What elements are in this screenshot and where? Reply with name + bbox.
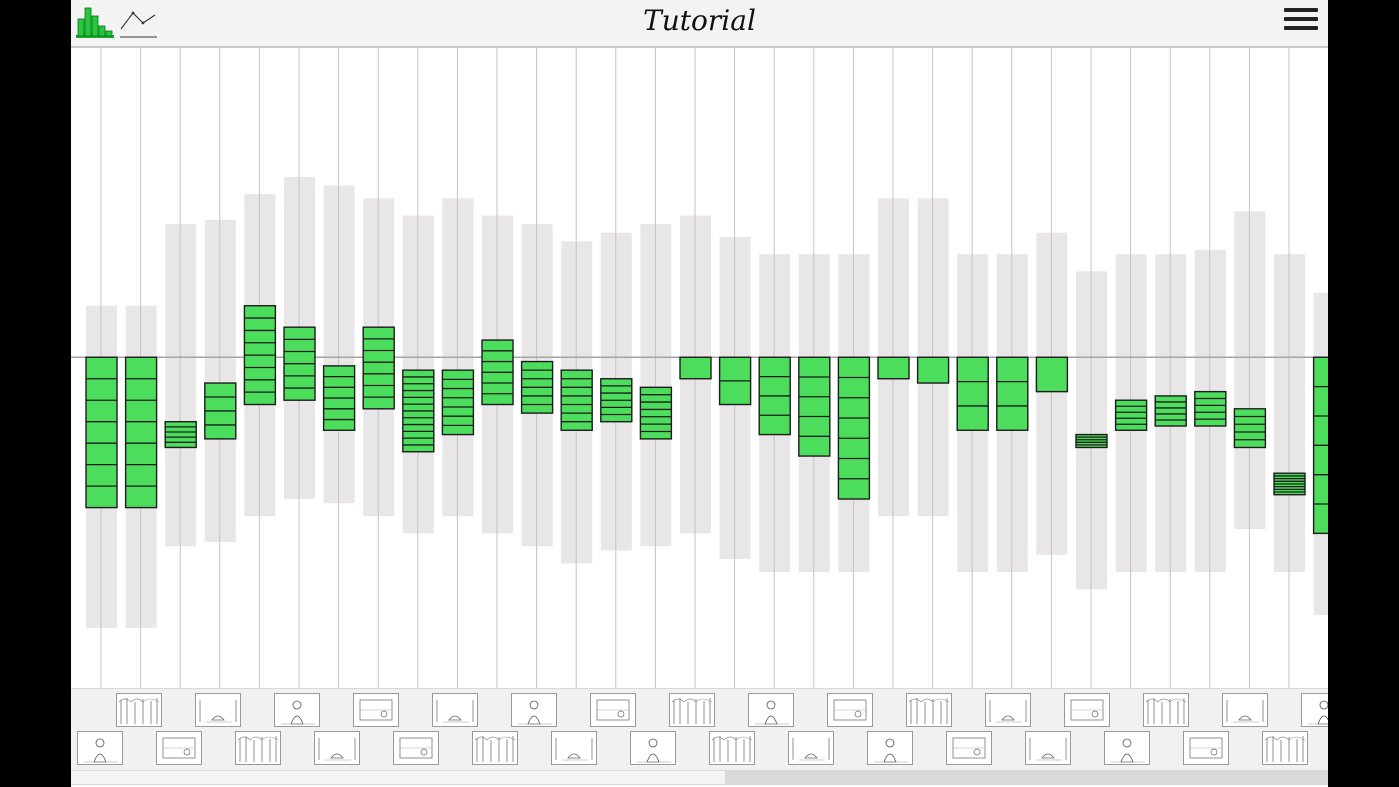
data-bar[interactable] <box>1194 390 1227 427</box>
sketch-image <box>671 698 713 724</box>
data-bar[interactable] <box>441 369 475 436</box>
story-bar-chart[interactable] <box>71 48 1328 688</box>
scene-thumbnail[interactable] <box>1183 731 1229 765</box>
sketch-image <box>199 700 237 723</box>
scene-thumbnail[interactable] <box>1064 693 1110 727</box>
scene-thumbnail[interactable] <box>274 693 320 727</box>
data-bar[interactable] <box>124 356 158 509</box>
scene-thumbnail[interactable] <box>1222 693 1268 727</box>
sketch-image <box>596 699 630 721</box>
data-bar[interactable] <box>1233 408 1267 449</box>
data-bar[interactable] <box>679 356 712 380</box>
scene-thumbnail[interactable] <box>630 731 676 765</box>
data-bar[interactable] <box>1154 395 1187 427</box>
sketch-image <box>399 737 433 759</box>
scene-thumbnail[interactable] <box>1025 731 1071 765</box>
scene-thumbnail[interactable] <box>985 693 1031 727</box>
data-bar[interactable] <box>996 356 1029 431</box>
sketch-image <box>1070 699 1104 721</box>
data-bar[interactable] <box>85 356 118 509</box>
scene-thumbnail[interactable] <box>156 731 202 765</box>
hamburger-menu-icon <box>1284 8 1318 30</box>
sketch-image <box>792 738 830 761</box>
data-bar[interactable] <box>362 326 395 410</box>
sketch-image <box>1145 698 1187 724</box>
scene-thumbnail[interactable] <box>709 731 755 765</box>
data-bar[interactable] <box>164 420 197 449</box>
horizontal-scrollbar[interactable] <box>71 770 1328 785</box>
sketch-image <box>518 700 552 725</box>
scene-thumbnail[interactable] <box>788 731 834 765</box>
scrollbar-thumb[interactable] <box>71 771 725 784</box>
sketch-image <box>1111 738 1145 763</box>
data-bar[interactable] <box>877 356 910 380</box>
sketch-image <box>908 698 950 724</box>
data-bar[interactable] <box>837 356 871 500</box>
sketch-image <box>118 698 160 724</box>
sketch-image <box>1264 736 1306 762</box>
scene-thumbnail[interactable] <box>235 731 281 765</box>
scene-thumbnail[interactable] <box>116 693 162 727</box>
sketch-image <box>874 738 908 763</box>
sketch-image <box>162 737 196 759</box>
data-bar[interactable] <box>1114 399 1148 431</box>
sketch-image <box>952 737 986 759</box>
scene-thumbnail[interactable] <box>1104 731 1150 765</box>
scene-thumbnail[interactable] <box>353 693 399 727</box>
scene-thumbnail[interactable] <box>590 693 636 727</box>
scene-thumbnail[interactable] <box>551 731 597 765</box>
scene-thumbnail[interactable] <box>827 693 873 727</box>
line-chart-icon <box>120 11 157 38</box>
data-bar[interactable] <box>956 356 989 431</box>
scene-thumbnail[interactable] <box>314 731 360 765</box>
data-bar[interactable] <box>560 369 593 431</box>
menu-button[interactable] <box>1284 8 1318 44</box>
scene-thumbnail[interactable] <box>511 693 557 727</box>
data-bar[interactable] <box>916 356 950 384</box>
sketch-image <box>1189 737 1223 759</box>
scene-thumbnail[interactable] <box>1301 693 1328 727</box>
app-window: Tutorial <box>71 0 1328 787</box>
scene-thumbnail[interactable] <box>906 693 952 727</box>
scene-thumbnail[interactable] <box>669 693 715 727</box>
sketch-image <box>833 699 867 721</box>
sketch-image <box>1226 700 1264 723</box>
page-title: Tutorial <box>643 4 756 37</box>
sketch-image <box>281 700 315 725</box>
scene-thumbnail[interactable] <box>432 693 478 727</box>
thumbnail-strip <box>71 688 1328 771</box>
scene-thumbnail[interactable] <box>393 731 439 765</box>
scene-thumbnail[interactable] <box>1143 693 1189 727</box>
data-bar[interactable] <box>798 356 831 457</box>
sketch-image <box>474 736 516 762</box>
sketch-image <box>237 736 279 762</box>
sketch-image <box>1308 700 1328 725</box>
header-bar: Tutorial <box>71 0 1328 48</box>
sketch-image <box>989 700 1027 723</box>
sketch-image <box>711 736 753 762</box>
scene-thumbnail[interactable] <box>946 731 992 765</box>
data-bar[interactable] <box>639 386 673 440</box>
data-bar[interactable] <box>1035 356 1069 393</box>
sketch-image <box>1029 738 1067 761</box>
scene-thumbnail[interactable] <box>748 693 794 727</box>
scene-thumbnail[interactable] <box>472 731 518 765</box>
sketch-image <box>84 738 118 763</box>
scene-thumbnail[interactable] <box>195 693 241 727</box>
bar-chart-icon <box>76 7 114 38</box>
sketch-image <box>359 699 393 721</box>
bar-chart-view-button[interactable] <box>75 5 115 41</box>
scene-thumbnail[interactable] <box>867 731 913 765</box>
scene-thumbnail[interactable] <box>1262 731 1308 765</box>
sketch-image <box>318 738 356 761</box>
line-chart-view-button[interactable] <box>117 5 159 41</box>
scene-thumbnail[interactable] <box>77 731 123 765</box>
sketch-image <box>755 700 789 725</box>
sketch-image <box>436 700 474 723</box>
sketch-image <box>555 738 593 761</box>
sketch-image <box>637 738 671 763</box>
